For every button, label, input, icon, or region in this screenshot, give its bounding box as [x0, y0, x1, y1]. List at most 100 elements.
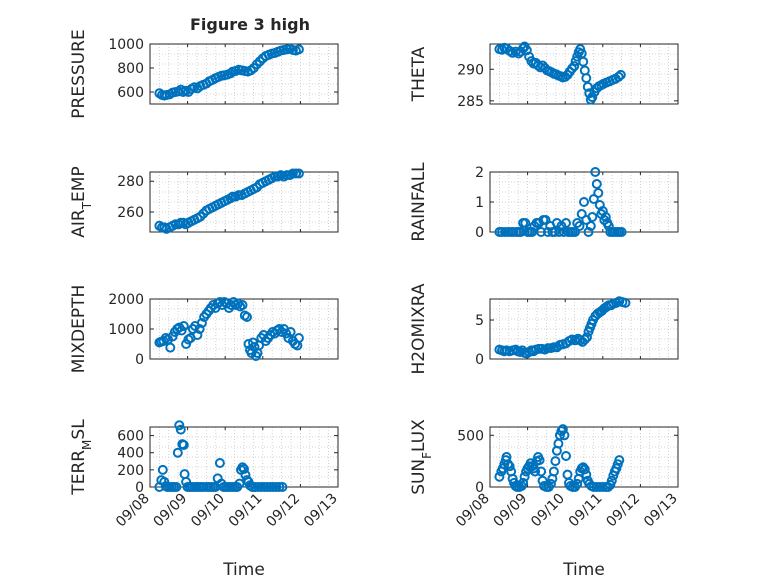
data-point: [557, 424, 568, 435]
subplot-2: 285 290 THETA: [409, 41, 679, 110]
figure-title: Figure 3 high: [190, 15, 310, 34]
data-point: [494, 471, 505, 482]
axes-box: [149, 171, 339, 233]
y-axis-label: PRESSURE: [69, 29, 89, 118]
data-point: [548, 466, 559, 477]
data-point: [194, 324, 205, 334]
grid-lines: [150, 172, 338, 232]
grid-lines: [490, 172, 678, 232]
data-point: [587, 92, 598, 103]
y-tick-label: 0: [475, 480, 484, 496]
axes-box: [149, 426, 339, 488]
data-point: [274, 482, 285, 492]
data-point: [171, 482, 182, 492]
data-point: [239, 464, 249, 474]
data-point: [536, 227, 547, 237]
data-point: [561, 451, 571, 461]
data-point: [561, 218, 571, 228]
subplot-4: 0 1 2 RAINFALL: [409, 162, 679, 242]
data-point: [572, 478, 583, 489]
grid-lines: [490, 427, 678, 487]
y-axis-label: TERRMSL: [69, 419, 94, 496]
y-axis-label-part: EMP: [69, 166, 89, 202]
data-point: [178, 440, 189, 450]
data-point: [582, 332, 592, 343]
y-axis-label-subscript: F: [420, 452, 434, 459]
data-point: [515, 227, 526, 237]
subplot-6: 0 5 H2OMIXRA: [409, 283, 679, 375]
data-markers: [494, 167, 627, 237]
data-point: [157, 464, 168, 475]
data-point: [520, 218, 531, 228]
data-point: [530, 466, 541, 477]
y-tick-label: 1: [475, 195, 484, 211]
data-point: [192, 330, 203, 340]
data-point: [614, 455, 625, 466]
y-tick-label: 1000: [108, 37, 144, 53]
data-point: [574, 221, 585, 231]
data-point: [583, 227, 594, 237]
data-point: [616, 227, 627, 237]
y-axis-label: MIXDEPTH: [69, 285, 89, 374]
data-point: [293, 333, 304, 343]
data-point: [242, 312, 252, 322]
data-point: [615, 69, 626, 80]
y-axis-label-part: SUN: [409, 459, 429, 495]
data-point: [519, 471, 530, 482]
data-point: [578, 56, 589, 67]
data-point: [293, 44, 304, 55]
data-point: [587, 212, 598, 222]
subplot-1: 600 800 1000 PRESSURE: [69, 29, 339, 119]
data-point: [196, 318, 207, 328]
data-point: [569, 61, 580, 72]
y-axis-label: AIRTEMP: [69, 166, 94, 237]
data-point: [585, 221, 596, 231]
y-tick-label: 1000: [108, 322, 144, 338]
y-axis-label: H2OMIXRA: [409, 283, 429, 374]
y-tick-label: 290: [457, 62, 484, 78]
axes-box: [489, 43, 679, 105]
y-tick-label: 0: [475, 352, 484, 368]
data-point: [172, 447, 183, 458]
data-point: [606, 475, 617, 486]
y-tick-label: 500: [457, 428, 484, 444]
data-point: [178, 321, 189, 331]
data-point: [277, 482, 288, 492]
y-tick-label: 200: [117, 463, 144, 479]
data-point: [542, 227, 553, 237]
y-axis-label: SUNFLUX: [409, 419, 434, 495]
y-tick-label: 0: [475, 225, 484, 241]
y-axis-label: THETA: [409, 46, 429, 102]
y-tick-label: 2: [475, 165, 484, 181]
y-axis-label-part: SL: [69, 419, 89, 440]
y-axis-label-part: AIR: [69, 209, 89, 238]
data-point: [590, 167, 601, 177]
data-markers: [494, 424, 625, 492]
data-point: [550, 456, 561, 467]
data-point: [285, 327, 296, 337]
data-point: [165, 342, 176, 353]
x-axis-label: Time: [222, 560, 265, 580]
data-markers: [154, 420, 288, 492]
data-point: [225, 68, 236, 79]
data-point: [175, 424, 186, 435]
y-tick-label: 0: [135, 352, 144, 368]
data-markers: [154, 297, 304, 361]
y-axis-label-subscript: T: [80, 201, 94, 210]
data-point: [526, 56, 537, 67]
data-point: [504, 461, 515, 472]
data-markers: [154, 168, 304, 234]
data-point: [214, 458, 225, 468]
data-point: [567, 63, 577, 74]
data-point: [600, 212, 611, 222]
data-point: [559, 430, 570, 441]
data-markers: [154, 43, 304, 101]
data-point: [293, 168, 304, 179]
subplot-3: 260 280 AIRTEMP: [69, 166, 339, 238]
y-axis-label-part: TERR: [69, 450, 89, 496]
y-axis-label-subscript: M: [80, 440, 94, 450]
data-point: [540, 215, 551, 225]
